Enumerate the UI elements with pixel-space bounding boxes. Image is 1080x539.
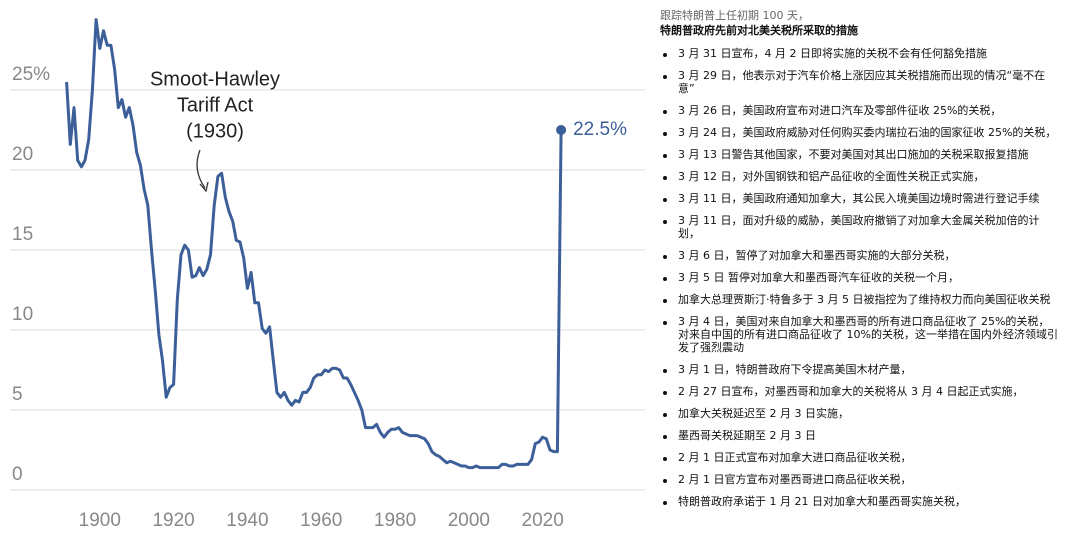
- list-title: 特朗普政府先前对北美关税所采取的措施: [660, 24, 858, 37]
- x-tick-label: 1940: [226, 510, 268, 531]
- y-tick-label: 15: [12, 224, 33, 245]
- annotation-text: Smoot-Hawley: [150, 68, 280, 90]
- x-tick-label: 1980: [374, 510, 416, 531]
- measure-item: 3 月 11 日，美国政府通知加拿大，其公民入境美国边境时需进行登记手续: [660, 192, 1060, 205]
- measure-item: 3 月 1 日，特朗普政府下令提高美国木材产量，: [660, 363, 1060, 376]
- measure-item: 2 月 1 日官方宣布对墨西哥进口商品征收关税，: [660, 473, 1060, 486]
- annotation-arrowhead: [199, 181, 209, 193]
- measure-item: 3 月 29 日，他表示对于汽车价格上涨因应其关税措施而出现的情况“毫不在意”: [660, 69, 1060, 95]
- tariff-line: [65, 18, 563, 470]
- x-tick-label: 2000: [448, 510, 490, 531]
- measure-item: 3 月 12 日，对外国钢铁和铝产品征收的全面性关税正式实施，: [660, 170, 1060, 183]
- measure-item: 3 月 24 日，美国政府威胁对任何购买委内瑞拉石油的国家征收 25%的关税，: [660, 126, 1060, 139]
- measure-item: 3 月 11 日，面对升级的威胁，美国政府撤销了对加拿大金属关税加倍的计划，: [660, 214, 1060, 240]
- measure-item: 墨西哥关税延期至 2 月 3 日: [660, 429, 1060, 442]
- measure-item: 加拿大总理贾斯汀·特鲁多于 3 月 5 日被指控为了维持权力而向美国征收关税: [660, 293, 1060, 306]
- y-tick-label: 5: [12, 384, 23, 405]
- y-tick-label: 10: [12, 304, 33, 325]
- measure-item: 3 月 6 日，暂停了对加拿大和墨西哥实施的大部分关税，: [660, 249, 1060, 262]
- measure-item: 3 月 31 日宣布，4 月 2 日即将实施的关税不会有任何豁免措施: [660, 47, 1060, 60]
- y-tick-label: 20: [12, 144, 33, 165]
- measure-item: 3 月 26 日，美国政府宣布对进口汽车及零部件征收 25%的关税，: [660, 104, 1060, 117]
- annotation-text: Tariff Act: [177, 94, 254, 116]
- chart: 0 5 10 15 20 25% 1900 1920 1940 1960 1980 2000 2020 2…: [10, 18, 645, 531]
- measure-item: 2 月 27 日宣布，对墨西哥和加拿大的关税将从 3 月 4 日起正式实施，: [660, 385, 1060, 398]
- annotation-text: (1930): [186, 120, 244, 142]
- measure-item: 加拿大关税延迟至 2 月 3 日实施，: [660, 407, 1060, 420]
- x-tick-label: 1960: [300, 510, 342, 531]
- measures-list: 3 月 31 日宣布，4 月 2 日即将实施的关税不会有任何豁免措施 3 月 29…: [660, 47, 1060, 508]
- measure-item: 2 月 1 日正式宣布对加拿大进口商品征收关税，: [660, 451, 1060, 464]
- x-tick-label: 1900: [79, 510, 121, 531]
- measure-item: 3 月 13 日警告其他国家，不要对美国对其出口施加的关税采取报复措施: [660, 148, 1060, 161]
- end-point: [556, 125, 567, 135]
- y-tick-label: 25%: [12, 64, 50, 85]
- measures-panel: 跟踪特朗普上任初期 100 天， 特朗普政府先前对北美关税所采取的措施 3 月 …: [660, 8, 1060, 517]
- measure-item: 3 月 5 日 暂停对加拿大和墨西哥汽车征收的关税一个月，: [660, 271, 1060, 284]
- annotation-arrow: [196, 149, 206, 189]
- x-tick-label: 2020: [522, 510, 564, 531]
- measure-item: 特朗普政府承诺于 1 月 21 日对加拿大和墨西哥实施关税，: [660, 495, 1060, 508]
- x-tick-label: 1920: [152, 510, 194, 531]
- end-label: 22.5%: [573, 119, 627, 140]
- list-subtitle: 跟踪特朗普上任初期 100 天，: [660, 9, 809, 22]
- measure-item: 3 月 4 日，美国对来自加拿大和墨西哥的所有进口商品征收了 25%的关税，对来…: [660, 315, 1060, 354]
- y-tick-label: 0: [12, 464, 23, 485]
